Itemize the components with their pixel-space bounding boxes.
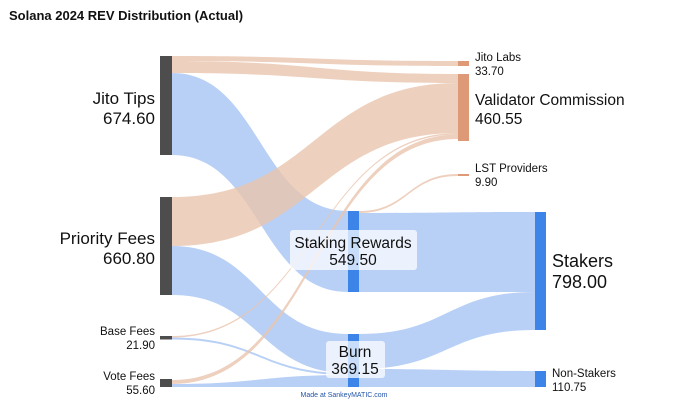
node-jito-labs xyxy=(458,61,469,66)
stakers-value: 798.00 xyxy=(552,272,607,292)
node-validator-commission xyxy=(458,74,469,141)
non-stakers-value: 110.75 xyxy=(552,382,586,394)
flow-vote-fees-to-burn xyxy=(172,375,348,387)
node-jito-tips xyxy=(160,56,172,155)
node-non-stakers xyxy=(535,371,546,387)
jito-labs-label: Jito Labs xyxy=(475,52,521,64)
flow-priority-fees-to-validator-commission xyxy=(172,83,458,246)
flow-burn-to-stakers xyxy=(359,292,535,369)
lst-providers-value: 9.90 xyxy=(475,177,497,189)
staking-rewards-value: 549.50 xyxy=(329,252,377,269)
node-base-fees xyxy=(160,336,172,340)
base-fees-value: 21.90 xyxy=(126,340,155,352)
flow-jito-tips-to-validator-commission xyxy=(172,61,458,83)
vote-fees-value: 55.60 xyxy=(126,385,155,397)
validator-commission-value: 460.55 xyxy=(475,111,522,128)
flow-jito-tips-to-jito-labs xyxy=(172,56,458,66)
burn-value: 369.15 xyxy=(331,361,378,378)
flow-staking-rewards-to-lst-providers xyxy=(359,174,458,213)
flow-base-fees-to-burn xyxy=(172,337,348,375)
flow-burn-to-non-stakers xyxy=(359,369,535,387)
chart-title: Solana 2024 REV Distribution (Actual) xyxy=(9,8,244,23)
credit-link[interactable]: Made at SankeyMATIC.com xyxy=(300,392,387,399)
lst-providers-label: LST Providers xyxy=(475,163,548,175)
priority-fees-label: Priority Fees xyxy=(60,229,155,248)
validator-commission-label: Validator Commission xyxy=(475,92,625,109)
stakers-label: Stakers xyxy=(552,251,613,271)
non-stakers-label: Non-Stakers xyxy=(552,368,616,380)
labels: Jito Tips 674.60 Priority Fees 660.80 Ba… xyxy=(60,52,625,399)
burn-label: Burn xyxy=(339,344,372,361)
staking-rewards-label-box xyxy=(290,230,417,270)
node-stakers xyxy=(535,212,546,330)
jito-labs-value: 33.70 xyxy=(475,66,504,78)
node-priority-fees xyxy=(160,197,172,295)
node-lst-providers xyxy=(458,174,469,176)
vote-fees-label: Vote Fees xyxy=(103,371,155,383)
jito-tips-value: 674.60 xyxy=(103,109,155,128)
staking-rewards-label: Staking Rewards xyxy=(294,235,411,252)
jito-tips-label: Jito Tips xyxy=(93,89,155,108)
burn-label-box xyxy=(326,341,385,378)
base-fees-label: Base Fees xyxy=(100,326,155,338)
flow-priority-fees-to-burn xyxy=(172,246,348,373)
priority-fees-value: 660.80 xyxy=(103,249,155,268)
node-vote-fees xyxy=(160,379,172,387)
